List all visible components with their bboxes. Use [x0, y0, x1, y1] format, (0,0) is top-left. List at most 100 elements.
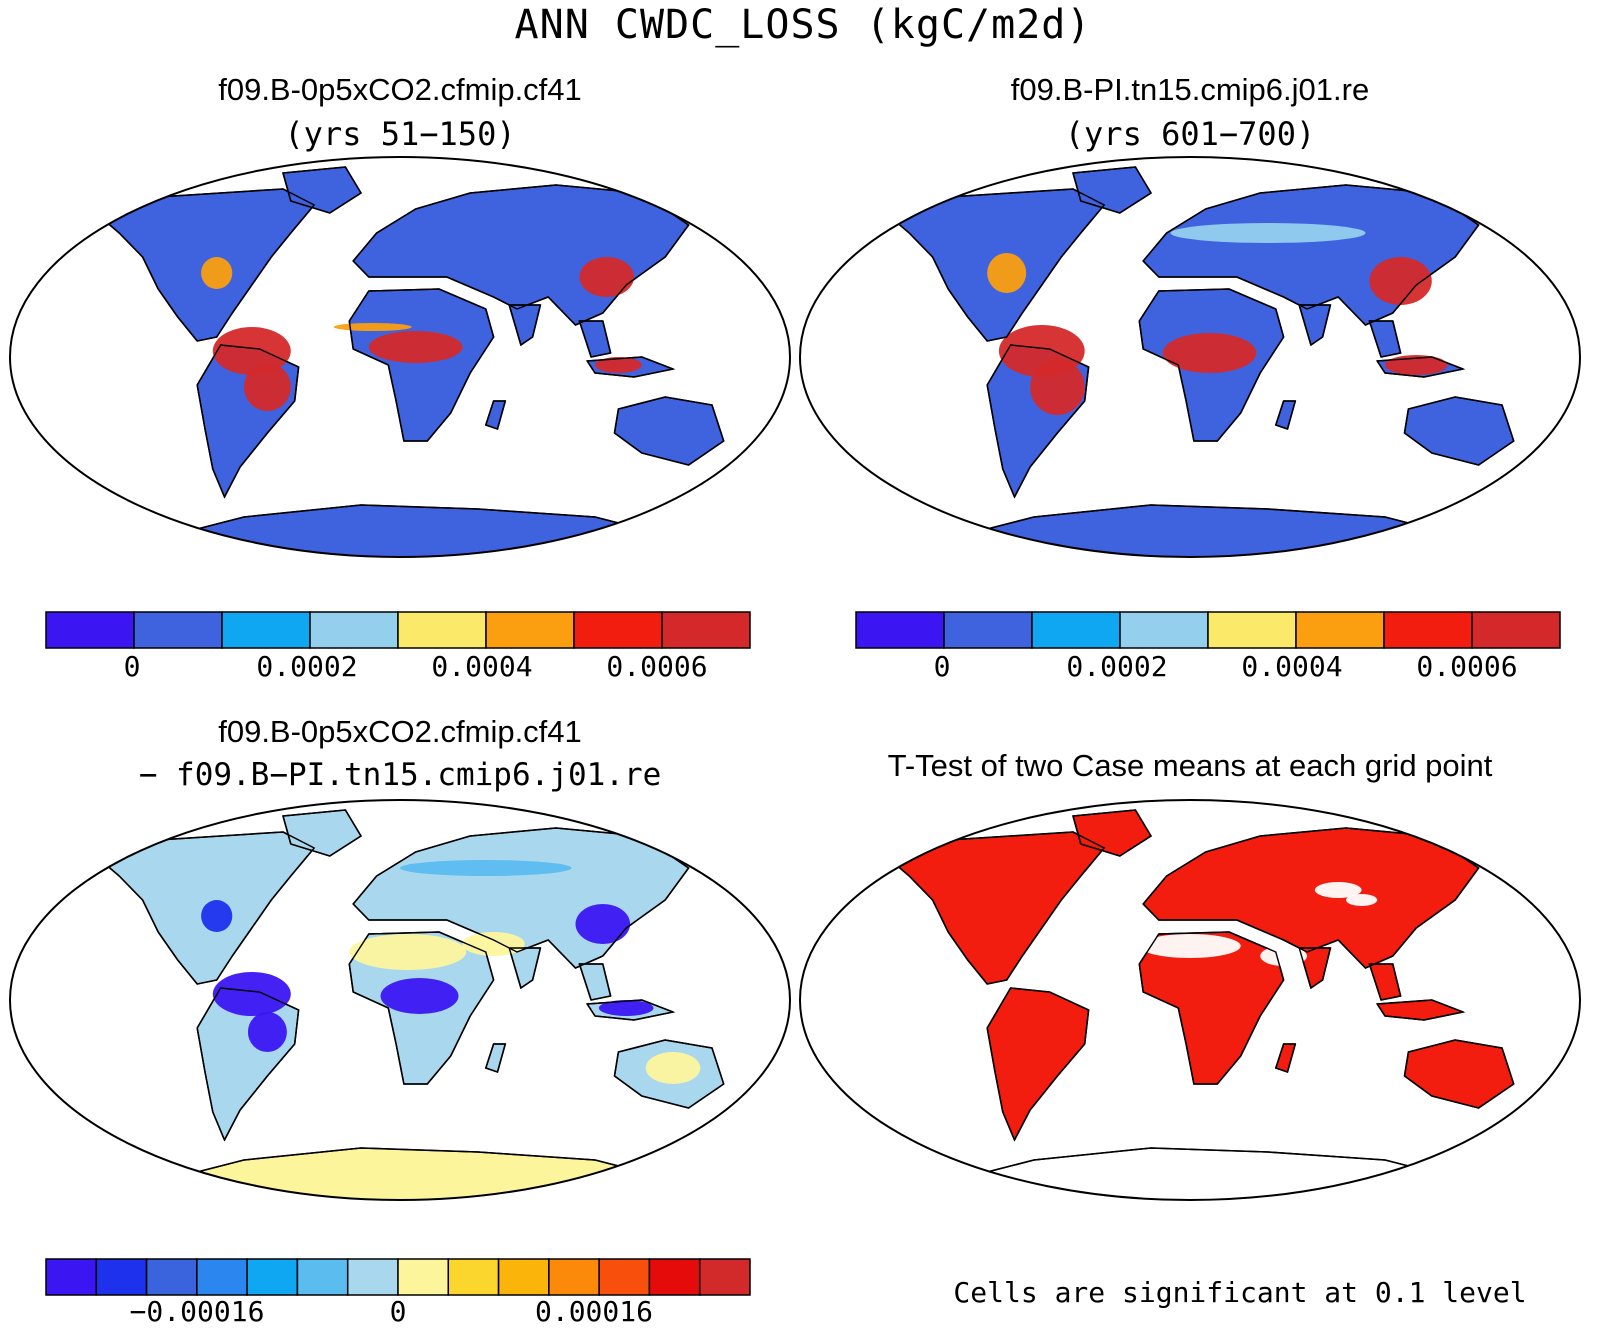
field-patch [1369, 257, 1432, 305]
field-patch [400, 860, 572, 876]
coastline [282, 166, 362, 214]
colorbar-2-tick-label: 0 [933, 650, 951, 683]
coastline [884, 188, 1106, 342]
field-patch [595, 357, 642, 373]
colorbar-3-tick-label: 0 [389, 1295, 407, 1328]
coastline [986, 344, 1090, 499]
field-patch [380, 978, 459, 1014]
colorbar-1 [45, 611, 751, 649]
colorbar-swatch [661, 611, 751, 649]
colorbar-swatch [45, 611, 135, 649]
field-patch [462, 932, 525, 956]
map-border [9, 799, 791, 1201]
coastline [348, 931, 495, 1085]
colorbar-swatch [145, 1258, 198, 1296]
coastline [282, 809, 362, 857]
panel-4-title: T-Test of two Case means at each grid po… [887, 748, 1493, 783]
colorbar-1-tick-label: 0.0002 [256, 650, 358, 683]
coastline [508, 304, 542, 347]
field-patch [212, 327, 291, 375]
coastline [1298, 947, 1332, 990]
coastline [1403, 1039, 1515, 1109]
colorbar-swatch [1471, 611, 1561, 649]
field-patch [333, 323, 412, 331]
panel-1-subtitle: (yrs 51−150) [284, 115, 516, 153]
coastline [150, 1147, 674, 1200]
coastline [348, 288, 495, 442]
coastline [1072, 809, 1152, 857]
colorbar-3-tick-label: 0.00016 [534, 1295, 653, 1328]
coastline [1138, 931, 1285, 1085]
field-patch [579, 257, 634, 297]
panel-2-title: f09.B-PI.tn15.cmip6.j01.re [1010, 72, 1370, 107]
coastline [352, 827, 690, 969]
colorbar-2-tick-label: 0.0002 [1066, 650, 1168, 683]
coastline [352, 184, 690, 326]
coastline [484, 1043, 507, 1073]
colorbar-swatch [648, 1258, 701, 1296]
field-patch [598, 1000, 654, 1016]
map-panel-2 [799, 156, 1581, 558]
map-border [799, 799, 1581, 1201]
coastline [150, 504, 674, 557]
colorbar-3-labels: −0.00016 0 0.00016 [0, 1295, 800, 1328]
field-patch [987, 253, 1027, 293]
colorbar-3-tick-label: −0.00016 [129, 1295, 265, 1328]
field-features [201, 257, 642, 411]
coastline [1368, 963, 1402, 1001]
colorbar-2-labels: 0 0.0002 0.0004 0.0006 [0, 650, 1606, 686]
coastline [1403, 396, 1515, 466]
colorbar-swatch [246, 1258, 299, 1296]
colorbar-2 [855, 611, 1561, 649]
field-patch [368, 331, 463, 363]
colorbar-swatch [598, 1258, 651, 1296]
colorbar-2-tick-label: 0.0004 [1241, 650, 1343, 683]
field-patch [575, 904, 631, 944]
field-patch [247, 1012, 287, 1052]
coastline [585, 356, 676, 378]
field-patch [645, 1052, 701, 1084]
coastline [94, 188, 316, 342]
figure-title: ANN CWDC_LOSS (kgC/m2d) [514, 2, 1092, 48]
map-panel-4 [799, 799, 1581, 1201]
field-features [987, 223, 1448, 415]
coastline [1274, 1043, 1297, 1073]
colorbar-swatch [296, 1258, 349, 1296]
colorbar-swatch [855, 611, 945, 649]
map-panel-1 [9, 156, 791, 558]
coastline [1274, 400, 1297, 430]
coastline [1142, 827, 1480, 969]
colorbar-swatch [196, 1258, 248, 1296]
field-patch [1030, 359, 1085, 415]
map-border [9, 156, 791, 558]
coastline [1375, 356, 1466, 378]
coastline [196, 344, 300, 499]
coastline [940, 504, 1464, 557]
colorbar-swatch [1383, 611, 1473, 649]
field-patch [1346, 894, 1378, 906]
land-layer [885, 809, 1515, 1200]
field-patch [349, 934, 467, 970]
coastline [1375, 999, 1466, 1021]
colorbar-1-tick-label: 0.0004 [431, 650, 533, 683]
colorbar-1-tick-label: 0.0006 [606, 650, 708, 683]
coastline [1072, 166, 1152, 214]
field-features [1139, 882, 1378, 966]
field-patch [1170, 223, 1366, 243]
colorbar-swatch [698, 1258, 751, 1296]
colorbar-swatch [346, 1258, 399, 1296]
panel-3-title: f09.B-0p5xCO2.cfmip.cf41 [218, 714, 582, 749]
field-patch [1314, 882, 1362, 898]
coastline [613, 1039, 725, 1109]
colorbar-swatch [943, 611, 1033, 649]
field-patch [212, 972, 291, 1016]
coastline [578, 320, 612, 358]
colorbar-swatch [397, 611, 487, 649]
colorbar-swatch [1295, 611, 1385, 649]
map-border [799, 156, 1581, 558]
coastline [1368, 320, 1402, 358]
field-patch [1385, 355, 1448, 375]
field-patch [201, 257, 233, 289]
field-features [201, 860, 701, 1084]
